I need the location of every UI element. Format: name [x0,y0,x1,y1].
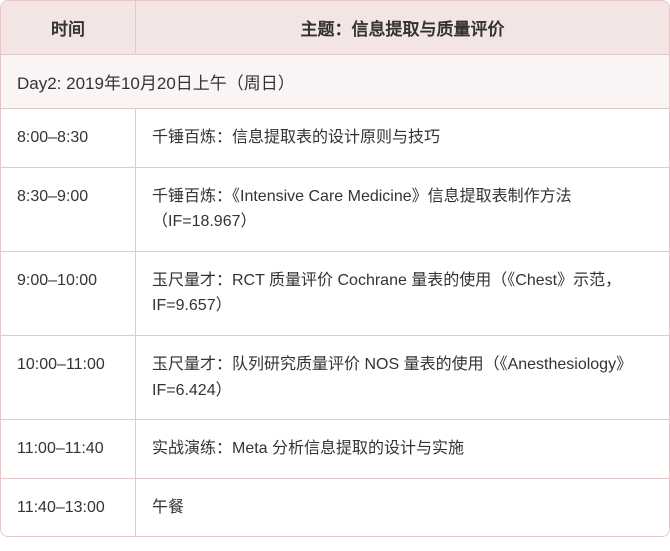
column-header-time: 时间 [1,1,136,55]
cell-topic: 千锤百炼：信息提取表的设计原则与技巧 [136,109,669,168]
section-header: Day2: 2019年10月20日上午（周日） [1,55,669,109]
cell-time: 8:00–8:30 [1,109,136,168]
cell-topic: 玉尺量才：队列研究质量评价 NOS 量表的使用（《Anesthesiology》… [136,336,669,420]
table-header-row: 时间 主题：信息提取与质量评价 [1,1,669,55]
table-row: 9:00–10:00 玉尺量才：RCT 质量评价 Cochrane 量表的使用（… [1,252,669,336]
column-header-topic: 主题：信息提取与质量评价 [136,1,669,55]
cell-time: 8:30–9:00 [1,168,136,252]
cell-time: 11:40–13:00 [1,479,136,537]
table-row: 8:30–9:00 千锤百炼：《Intensive Care Medicine》… [1,168,669,252]
cell-time: 10:00–11:00 [1,336,136,420]
cell-topic: 实战演练：Meta 分析信息提取的设计与实施 [136,420,669,479]
table-row: 8:00–8:30 千锤百炼：信息提取表的设计原则与技巧 [1,109,669,168]
cell-time: 11:00–11:40 [1,420,136,479]
cell-topic: 午餐 [136,479,669,537]
cell-topic: 玉尺量才：RCT 质量评价 Cochrane 量表的使用（《Chest》示范，I… [136,252,669,336]
cell-time: 9:00–10:00 [1,252,136,336]
section-header-row: Day2: 2019年10月20日上午（周日） [1,55,669,109]
table-row: 10:00–11:00 玉尺量才：队列研究质量评价 NOS 量表的使用（《Ane… [1,336,669,420]
table-row: 11:40–13:00 午餐 [1,479,669,537]
table-row: 11:00–11:40 实战演练：Meta 分析信息提取的设计与实施 [1,420,669,479]
cell-topic: 千锤百炼：《Intensive Care Medicine》信息提取表制作方法（… [136,168,669,252]
schedule-table: 时间 主题：信息提取与质量评价 Day2: 2019年10月20日上午（周日） … [0,0,670,537]
